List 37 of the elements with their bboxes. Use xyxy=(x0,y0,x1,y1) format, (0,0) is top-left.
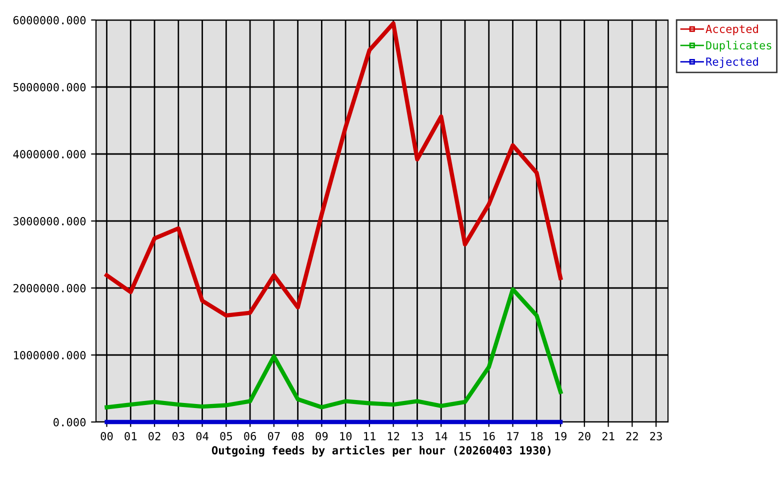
x-tick-label: 15 xyxy=(460,432,471,440)
x-tick-label: 18 xyxy=(531,432,543,440)
x-tick-label: 10 xyxy=(340,432,352,440)
x-tick-label: 22 xyxy=(626,432,638,440)
x-tick-label: 17 xyxy=(507,432,519,440)
x-axis-title: Outgoing feeds by articles per hour (20260403 1930) xyxy=(212,445,551,457)
line-series xyxy=(104,287,563,410)
x-tick-label: 05 xyxy=(220,432,232,440)
x-tick-label: 13 xyxy=(412,432,424,440)
x-tick-label: 00 xyxy=(100,432,113,440)
x-tick-label: 20 xyxy=(578,432,590,440)
x-tick-label: 06 xyxy=(244,432,256,440)
x-tick-label: 16 xyxy=(484,432,495,440)
x-tick-label: 01 xyxy=(124,432,137,440)
y-tick-label: 0.000 xyxy=(54,418,86,426)
x-tick-label: 04 xyxy=(196,432,208,440)
x-tick-label: 14 xyxy=(436,432,448,440)
x-tick-label: 03 xyxy=(172,432,184,440)
x-tick-label: 07 xyxy=(268,432,280,440)
legend-label: Accepted xyxy=(706,24,758,36)
legend-label: Duplicates xyxy=(706,40,772,52)
y-tick-label: 6000000.000 xyxy=(13,16,86,24)
line-series xyxy=(104,21,563,318)
x-tick-label: 08 xyxy=(292,432,304,440)
x-tick-label: 09 xyxy=(316,432,328,440)
x-tick-label: 11 xyxy=(364,432,376,440)
y-tick-label: 5000000.000 xyxy=(13,83,86,92)
x-tick-label: 02 xyxy=(148,432,160,440)
y-tick-label: 2000000.000 xyxy=(14,284,86,292)
x-tick-label: 12 xyxy=(388,432,400,440)
legend-label: Rejected xyxy=(706,57,758,68)
y-tick-label: 3000000.000 xyxy=(13,217,86,226)
x-tick-label: 21 xyxy=(602,432,614,440)
x-tick-label: 23 xyxy=(650,432,662,440)
y-tick-label: 4000000.000 xyxy=(13,150,86,158)
y-tick-label: 1000000.000 xyxy=(14,351,86,360)
x-tick-label: 19 xyxy=(555,432,566,440)
